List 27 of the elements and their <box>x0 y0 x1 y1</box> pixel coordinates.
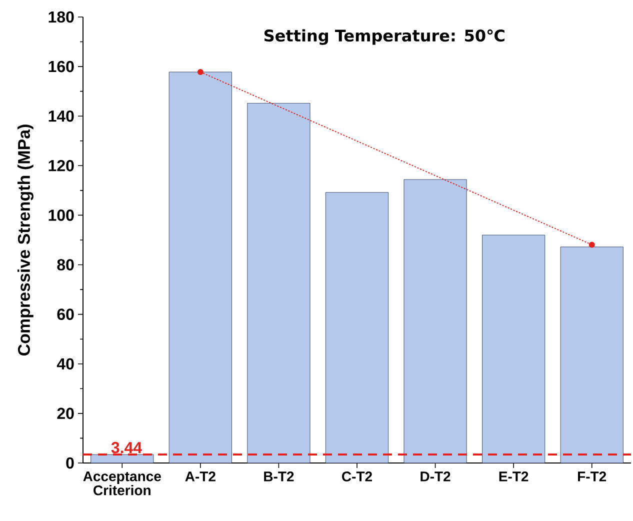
bar <box>482 234 546 464</box>
x-tick-label: E-T2 <box>499 472 528 482</box>
bar <box>90 454 154 464</box>
y-tick-label: 20 <box>57 408 74 420</box>
x-tick-label: B-T2 <box>264 472 294 482</box>
y-tick-label: 80 <box>57 259 74 270</box>
ref-line-label: 3.44 <box>111 442 142 454</box>
y-tick-label: 100 <box>48 210 74 221</box>
x-tick-label: C-T2 <box>342 472 372 482</box>
y-tick-label: 140 <box>48 110 74 122</box>
bar <box>325 192 389 464</box>
y-axis-title: Compressive Strength (MPa) <box>18 124 34 356</box>
x-tick-label: Acceptance Criterion <box>83 472 161 496</box>
bar <box>560 246 624 464</box>
y-tick-label: 160 <box>48 60 74 72</box>
y-tick-label: 120 <box>48 160 74 172</box>
bar <box>168 72 232 464</box>
y-tick-label: 0 <box>66 457 74 469</box>
x-tick-label: F-T2 <box>578 472 606 482</box>
y-tick-label: 40 <box>56 358 74 370</box>
bar <box>247 103 310 464</box>
x-tick-label: D-T2 <box>420 472 450 482</box>
text: Setting Temperature: 50℃ <box>264 29 504 45</box>
y-tick-label: 180 <box>48 11 74 23</box>
y-tick-label: 60 <box>57 308 74 320</box>
bar <box>404 179 467 464</box>
x-tick-label: A-T2 <box>185 472 216 482</box>
